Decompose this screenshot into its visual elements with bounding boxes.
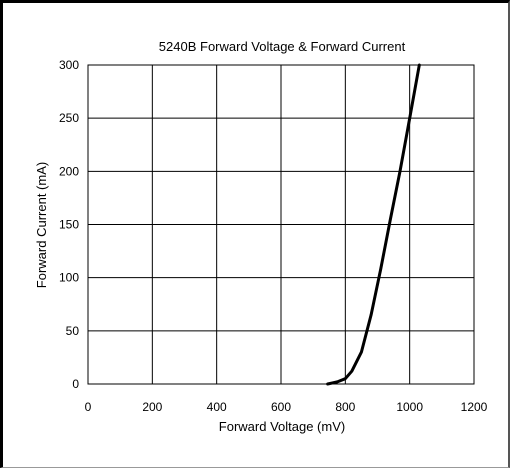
y-tick-label: 50 <box>66 324 80 338</box>
x-tick-label: 800 <box>335 400 355 414</box>
grid <box>87 64 475 385</box>
y-axis-ticks: 0 50 100 150 200 250 300 <box>59 58 79 391</box>
y-tick-label: 0 <box>72 377 79 391</box>
x-tick-label: 0 <box>85 400 92 414</box>
x-axis-label: Forward Voltage (mV) <box>219 419 345 434</box>
y-axis-label: Forward Current (mA) <box>34 162 49 288</box>
x-tick-label: 600 <box>271 400 291 414</box>
y-tick-label: 200 <box>59 164 79 178</box>
x-tick-label: 400 <box>207 400 227 414</box>
y-tick-label: 100 <box>59 271 79 285</box>
x-axis-ticks: 0 200 400 600 800 1000 1200 <box>85 400 488 414</box>
y-tick-label: 300 <box>59 58 79 72</box>
y-tick-label: 250 <box>59 111 79 125</box>
series-line <box>326 63 421 386</box>
chart-title: 5240B Forward Voltage & Forward Current <box>159 39 406 54</box>
plot-border <box>87 64 475 385</box>
y-tick-label: 150 <box>59 218 79 232</box>
x-tick-label: 1000 <box>396 400 423 414</box>
series-lines <box>326 63 421 386</box>
x-tick-label: 200 <box>142 400 162 414</box>
x-tick-label: 1200 <box>461 400 488 414</box>
